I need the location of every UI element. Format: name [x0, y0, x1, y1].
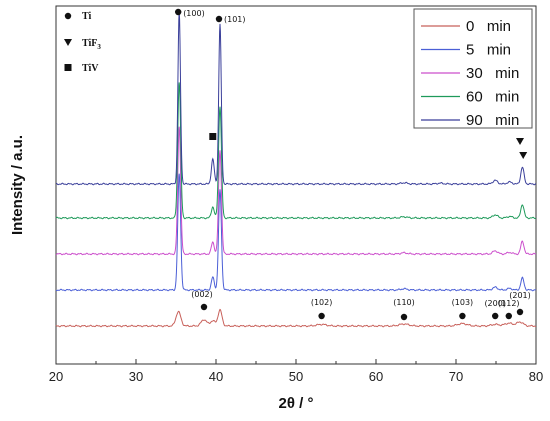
miller-index-label: (002) [191, 290, 213, 299]
phase-label: TiF3 [82, 38, 101, 51]
legend-label: 30 min [466, 65, 519, 82]
x-tick-label: 40 [209, 369, 223, 384]
legend-box [413, 8, 533, 129]
y-axis-title: Intensity / a.u. [9, 135, 26, 235]
ti-marker [400, 313, 408, 321]
ti-marker [318, 312, 325, 320]
series-line [55, 173, 537, 292]
miller-index-label: (201) [509, 291, 531, 300]
ti-marker [492, 312, 499, 320]
phase-label: Ti [82, 11, 91, 22]
tiv-marker [64, 64, 72, 71]
tif3-marker [519, 152, 528, 159]
legend-label: 5 min [466, 42, 511, 59]
x-tick-label: 70 [449, 369, 463, 384]
phase-label: TiV [82, 63, 99, 74]
legend-label: 90 min [466, 112, 519, 129]
ti-marker [459, 312, 466, 320]
ti-marker [505, 312, 512, 320]
miller-index-label: (200) [484, 299, 506, 308]
x-tick-label: 30 [129, 369, 143, 384]
phase-name: Ti [82, 11, 91, 22]
xrd-traces [55, 11, 537, 328]
legend-label: 60 min [466, 89, 519, 106]
x-axis-title: 2θ / ° [279, 395, 314, 412]
tif3-marker [64, 39, 72, 46]
phase-subscript: 3 [97, 43, 101, 51]
miller-index-label: (102) [311, 298, 333, 307]
miller-index-label: (100) [183, 9, 205, 18]
ti-marker [175, 8, 182, 16]
ti-marker [64, 12, 72, 20]
x-tick-label: 50 [289, 369, 303, 384]
series-legend: 0 min 5 min 30 min 60 min 90 min [413, 8, 533, 129]
series-line [55, 11, 537, 186]
miller-index-label: (110) [393, 298, 415, 307]
series-line [55, 82, 537, 220]
phase-name: TiV [82, 63, 99, 74]
series-line [55, 126, 537, 256]
peak-annotations: (100) (101) (002) (102) (110) (103) (200)(112)… [175, 8, 531, 321]
x-tick-label: 60 [369, 369, 383, 384]
phase-name: TiF [82, 38, 97, 49]
series-line [55, 308, 537, 328]
tiv-marker [209, 133, 217, 140]
tif3-marker [516, 138, 524, 145]
x-tick-label: 20 [49, 369, 63, 384]
phase-legend: Ti TiF3 TiV [64, 11, 101, 74]
miller-index-label: (112) [498, 299, 520, 308]
ti-marker [215, 15, 223, 23]
miller-index-label: (103) [452, 298, 474, 307]
legend-label: 0 min [466, 18, 511, 35]
miller-index-label: (101) [224, 15, 246, 24]
ti-marker [516, 308, 524, 316]
ti-marker [200, 303, 208, 311]
x-axis-ticks: 20 30 40 50 60 70 80 [49, 359, 543, 384]
x-tick-label: 80 [529, 369, 543, 384]
